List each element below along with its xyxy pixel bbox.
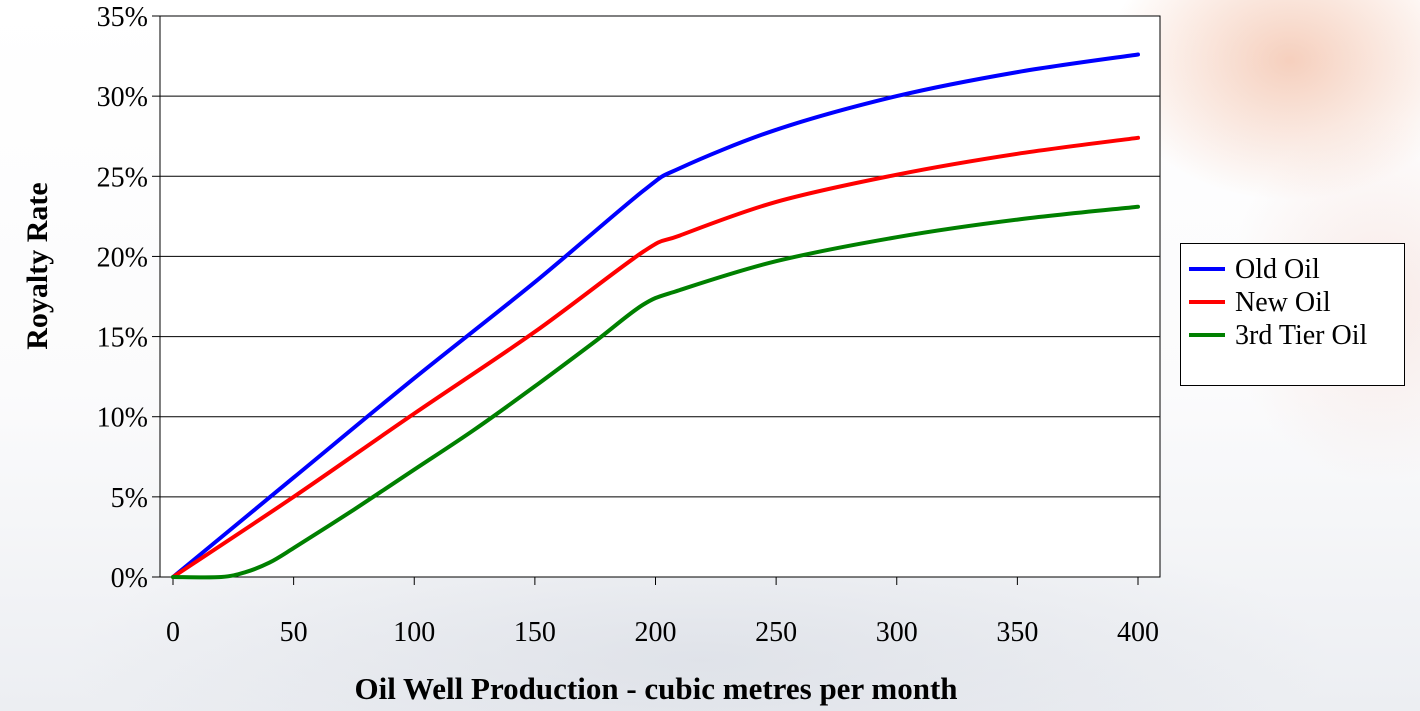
y-axis-title: Royalty Rate: [21, 182, 54, 349]
x-tick-label: 250: [755, 617, 797, 648]
series-line-old-oil: [171, 52, 1140, 579]
x-tick-label: 50: [280, 617, 308, 648]
y-tick-label: 15%: [97, 323, 148, 354]
x-tick-labels: 0 50 100 150 200 250 300 350 400: [166, 617, 1159, 648]
series-line-new-oil: [171, 135, 1140, 579]
y-tick-labels: 0% 5% 10% 15% 20% 25% 30% 35%: [97, 2, 148, 594]
legend-swatch-old-oil: [1189, 267, 1225, 271]
x-tick-label: 150: [514, 617, 556, 648]
y-tick-label: 35%: [97, 2, 148, 33]
series-lines: [171, 52, 1140, 580]
x-tick-label: 100: [393, 617, 435, 648]
legend: Old Oil New Oil 3rd Tier Oil: [1180, 243, 1405, 386]
x-axis-title: Oil Well Production - cubic metres per m…: [354, 671, 957, 706]
legend-label-3rd-tier-oil: 3rd Tier Oil: [1235, 320, 1368, 351]
y-tick-label: 0%: [111, 563, 148, 594]
legend-label-old-oil: Old Oil: [1235, 254, 1320, 285]
axes: [152, 15, 1139, 585]
legend-swatch-3rd-tier-oil: [1189, 333, 1225, 337]
series-line-3rd-tier-oil: [171, 204, 1140, 580]
y-tick-label: 20%: [97, 242, 148, 273]
y-tick-label: 30%: [97, 82, 148, 113]
y-tick-label: 25%: [97, 162, 148, 193]
y-tick-label: 5%: [111, 483, 148, 514]
legend-swatch-new-oil: [1189, 300, 1225, 304]
y-tick-label: 10%: [97, 403, 148, 434]
x-tick-label: 300: [876, 617, 918, 648]
x-tick-label: 400: [1117, 617, 1159, 648]
legend-label-new-oil: New Oil: [1235, 287, 1331, 318]
x-tick-label: 200: [635, 617, 677, 648]
x-tick-label: 350: [996, 617, 1038, 648]
x-tick-label: 0: [166, 617, 180, 648]
